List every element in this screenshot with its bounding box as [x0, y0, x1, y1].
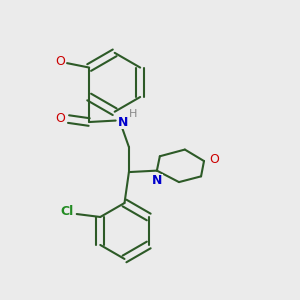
Text: Cl: Cl: [61, 205, 74, 218]
Text: O: O: [55, 55, 65, 68]
Text: N: N: [152, 174, 163, 187]
Text: N: N: [118, 116, 128, 128]
Text: O: O: [55, 112, 65, 125]
Text: H: H: [129, 109, 137, 119]
Text: O: O: [209, 153, 219, 166]
